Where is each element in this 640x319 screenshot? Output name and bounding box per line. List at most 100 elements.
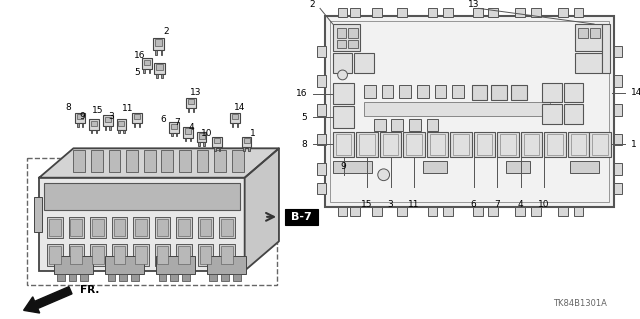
Bar — [614, 46, 623, 57]
Text: 3: 3 — [109, 112, 115, 121]
Text: 8: 8 — [301, 140, 307, 149]
Bar — [170, 122, 179, 133]
Bar — [348, 40, 358, 48]
Bar — [156, 256, 195, 274]
Bar — [435, 85, 446, 99]
Bar — [141, 58, 152, 69]
Text: 13: 13 — [468, 0, 479, 9]
Bar — [49, 246, 61, 264]
Text: 16: 16 — [296, 89, 307, 98]
Text: 10: 10 — [201, 129, 212, 138]
Bar — [337, 28, 346, 38]
Bar — [589, 132, 611, 157]
Bar — [488, 8, 498, 17]
Bar — [406, 134, 422, 155]
Bar — [338, 207, 348, 216]
Bar — [47, 217, 63, 238]
Circle shape — [338, 70, 348, 80]
Bar — [474, 132, 495, 157]
Bar — [170, 274, 178, 281]
Polygon shape — [244, 148, 279, 271]
Bar — [113, 246, 125, 264]
Bar — [333, 161, 372, 173]
Bar — [82, 123, 83, 127]
Bar — [159, 274, 166, 281]
Bar — [399, 85, 411, 99]
Bar — [592, 134, 608, 155]
Bar — [105, 256, 144, 274]
Bar — [70, 246, 82, 264]
Bar — [571, 134, 586, 155]
Bar — [35, 197, 42, 232]
Text: 7: 7 — [174, 118, 180, 127]
Bar — [579, 28, 588, 38]
Bar — [317, 182, 326, 194]
Bar — [570, 161, 599, 173]
Text: B-7: B-7 — [291, 212, 312, 222]
Bar — [333, 53, 353, 73]
Bar — [317, 46, 326, 57]
Bar — [409, 119, 421, 131]
Bar — [372, 8, 381, 17]
Bar — [488, 207, 498, 216]
Bar — [355, 53, 374, 73]
Bar — [198, 217, 213, 238]
Bar — [80, 274, 88, 281]
Bar — [91, 150, 103, 172]
Bar — [230, 113, 240, 123]
Bar — [233, 274, 241, 281]
Bar — [176, 217, 192, 238]
Bar — [214, 150, 226, 172]
Bar — [524, 134, 540, 155]
Bar — [200, 246, 211, 264]
Bar — [317, 163, 326, 175]
Bar — [90, 244, 106, 266]
Bar — [429, 134, 445, 155]
Bar — [614, 75, 623, 87]
Bar — [614, 163, 623, 175]
Bar — [515, 8, 525, 17]
Bar — [77, 123, 79, 127]
Bar — [219, 147, 220, 151]
Bar — [49, 219, 61, 236]
Bar — [544, 132, 566, 157]
Bar — [118, 121, 124, 126]
Bar — [70, 219, 82, 236]
Bar — [392, 119, 403, 131]
Bar — [558, 8, 568, 17]
Bar — [123, 130, 125, 133]
Bar — [427, 132, 448, 157]
Polygon shape — [39, 148, 279, 178]
Bar — [153, 38, 164, 50]
Bar — [427, 119, 438, 131]
Bar — [381, 85, 394, 99]
Bar — [515, 207, 525, 216]
Bar — [444, 207, 453, 216]
Bar — [531, 207, 541, 216]
Bar — [108, 274, 115, 281]
Bar — [336, 134, 351, 155]
Bar — [198, 133, 205, 138]
Bar — [109, 126, 111, 130]
Bar — [221, 246, 233, 264]
Bar — [90, 217, 106, 238]
Bar — [209, 274, 217, 281]
Bar — [207, 256, 246, 274]
Bar — [214, 138, 220, 144]
Bar — [243, 147, 245, 151]
Bar — [172, 123, 177, 129]
Bar — [477, 134, 492, 155]
Bar — [193, 108, 194, 112]
Bar — [204, 142, 205, 146]
Text: 13: 13 — [190, 88, 202, 97]
Bar — [182, 274, 190, 281]
Bar — [423, 161, 447, 173]
Bar — [156, 64, 163, 70]
Bar — [198, 244, 213, 266]
Bar — [39, 178, 244, 271]
Bar — [155, 40, 162, 46]
Bar — [54, 256, 93, 274]
Bar — [473, 8, 483, 17]
Bar — [356, 132, 378, 157]
Bar — [185, 129, 191, 134]
